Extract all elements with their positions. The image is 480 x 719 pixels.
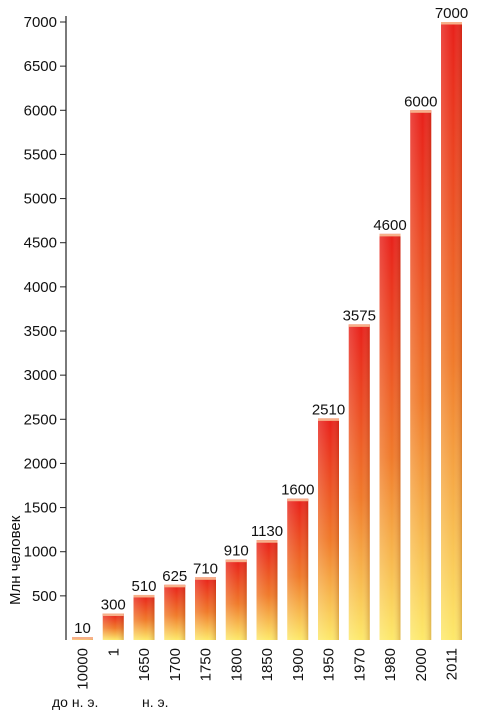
- bar-shade: [133, 594, 155, 640]
- y-tick-label: 3000: [24, 367, 57, 384]
- bar-value-label: 1600: [281, 482, 314, 499]
- bar-value-label: 10: [74, 620, 91, 637]
- bar-value-label: 7000: [435, 5, 468, 22]
- x-category-label: 1750: [198, 648, 215, 681]
- bar-value-label: 300: [101, 597, 126, 614]
- y-tick-label: 4000: [24, 279, 57, 296]
- y-axis-title: Млн человек: [7, 515, 24, 605]
- x-category-label: 1800: [228, 648, 245, 681]
- y-tick-label: 500: [32, 588, 57, 605]
- x-category-label: 1900: [290, 648, 307, 681]
- bar-shade: [348, 324, 370, 640]
- bar-shade: [379, 233, 401, 640]
- y-tick-label: 6500: [24, 58, 57, 75]
- bar-top-highlight: [441, 22, 462, 25]
- bar-shade: [441, 22, 462, 640]
- x-category-label: 1970: [351, 648, 368, 681]
- x-category-label: 1700: [167, 648, 184, 681]
- bar-shade: [225, 559, 247, 640]
- bar-value-label: 710: [193, 560, 218, 577]
- y-tick-label: 7000: [24, 14, 57, 31]
- bar-value-label: 3575: [343, 307, 376, 324]
- y-tick-label: 4500: [24, 235, 57, 252]
- bar-top-highlight: [164, 584, 186, 588]
- bar-shade: [195, 577, 216, 640]
- bar-shade: [410, 110, 432, 641]
- bar-top-highlight: [318, 418, 339, 421]
- bar-top-highlight: [256, 540, 278, 543]
- bar-value-label: 1130: [251, 523, 283, 540]
- bar-shade: [164, 584, 186, 640]
- x-category-label: 2011: [444, 648, 461, 680]
- era-label-ad: н. э.: [142, 694, 169, 710]
- x-category-label: 10000: [75, 648, 92, 690]
- bar-shade: [102, 613, 124, 640]
- bar-top-highlight: [379, 233, 401, 237]
- bar-value-label: 2510: [312, 401, 345, 418]
- bar-value-label: 625: [162, 568, 187, 585]
- x-category-label: 1: [105, 648, 122, 656]
- y-tick-label: 2000: [24, 455, 57, 472]
- bar-value-label: 510: [131, 578, 156, 595]
- x-category-label: 1980: [382, 648, 399, 681]
- bar-value-label: 910: [224, 543, 249, 560]
- x-category-label: 1650: [136, 648, 153, 681]
- y-tick-label: 1000: [24, 544, 57, 561]
- bar-shade: [318, 418, 339, 640]
- bar-top-highlight: [102, 613, 124, 617]
- x-axis-categories: 10000 1 1650 1700 1750 1800 1850 1900 1950 1970 19…: [75, 648, 461, 690]
- x-category-label: 1950: [321, 648, 338, 681]
- bar-value-label: 6000: [404, 93, 437, 110]
- bar-shade: [256, 540, 278, 640]
- y-tick-label: 6000: [24, 102, 57, 119]
- y-axis: 500 1000 1500 2000 2500 3000 3500 4000 4500 5000 5…: [24, 14, 67, 640]
- bar-value-label: 4600: [373, 217, 406, 234]
- y-tick-label: 5000: [24, 191, 57, 208]
- y-tick-label: 1500: [24, 500, 57, 517]
- bars: [72, 22, 462, 641]
- bar-top-highlight: [133, 594, 155, 598]
- bar-top-highlight: [225, 559, 247, 563]
- bar-top-highlight: [287, 498, 309, 502]
- bar-top-highlight: [72, 637, 93, 640]
- bar-top-highlight: [410, 110, 432, 113]
- era-label-bc: до н. э.: [52, 694, 98, 710]
- x-category-label: 2000: [413, 648, 430, 681]
- y-tick-label: 3500: [24, 323, 57, 340]
- bar-top-highlight: [348, 324, 370, 327]
- y-tick-label: 2500: [24, 411, 57, 428]
- x-category-label: 1850: [259, 648, 276, 681]
- bar-top-highlight: [195, 577, 216, 580]
- bar-shade: [287, 498, 309, 640]
- y-tick-label: 5500: [24, 146, 57, 163]
